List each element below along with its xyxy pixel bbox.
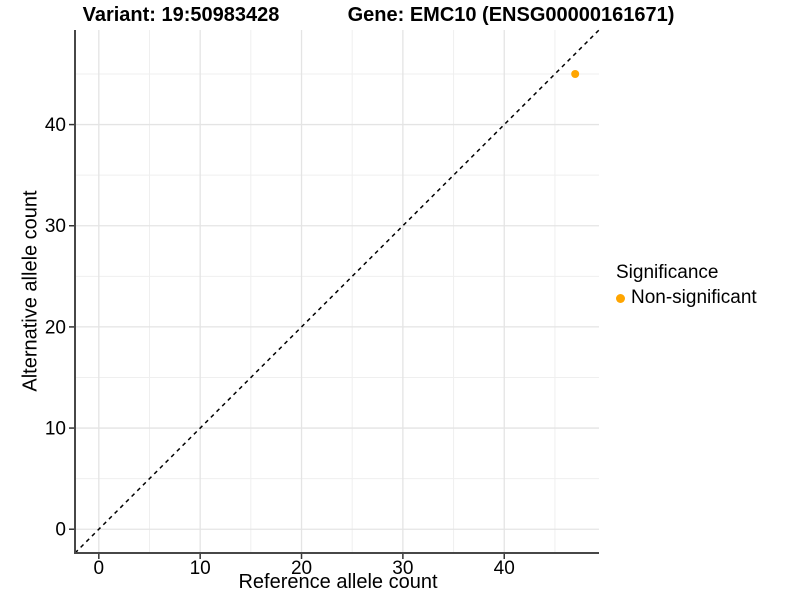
x-axis-title: Reference allele count [238, 571, 438, 593]
minor-gridlines [75, 30, 599, 553]
x-tick-labels: 0 10 20 30 40 [94, 558, 515, 579]
legend: Significance Non-significant [616, 262, 757, 309]
svg-text:10: 10 [45, 419, 66, 440]
svg-text:0: 0 [55, 520, 66, 541]
major-gridlines [75, 30, 599, 553]
identity-line [74, 29, 600, 554]
legend-point-swatch [616, 293, 625, 303]
legend-title: Significance [616, 262, 719, 283]
svg-text:30: 30 [392, 558, 413, 579]
legend-item-label: Non-significant [631, 287, 757, 308]
gene-title: Gene: EMC10 (ENSG00000161671) [347, 4, 675, 26]
tick-marks [69, 123, 505, 559]
y-axis-title: Alternative allele count [19, 190, 42, 392]
svg-text:40: 40 [45, 115, 66, 136]
svg-text:20: 20 [291, 558, 312, 579]
axis-lines [74, 30, 599, 554]
svg-text:40: 40 [494, 558, 515, 579]
svg-text:0: 0 [94, 558, 105, 579]
data-point [571, 70, 580, 79]
svg-text:30: 30 [45, 216, 66, 237]
svg-text:20: 20 [45, 317, 66, 338]
variant-title: Variant: 19:50983428 [82, 4, 280, 26]
legend-item: Non-significant [616, 287, 757, 309]
y-tick-labels: 0 10 20 30 40 [45, 115, 66, 541]
svg-text:10: 10 [190, 558, 211, 579]
